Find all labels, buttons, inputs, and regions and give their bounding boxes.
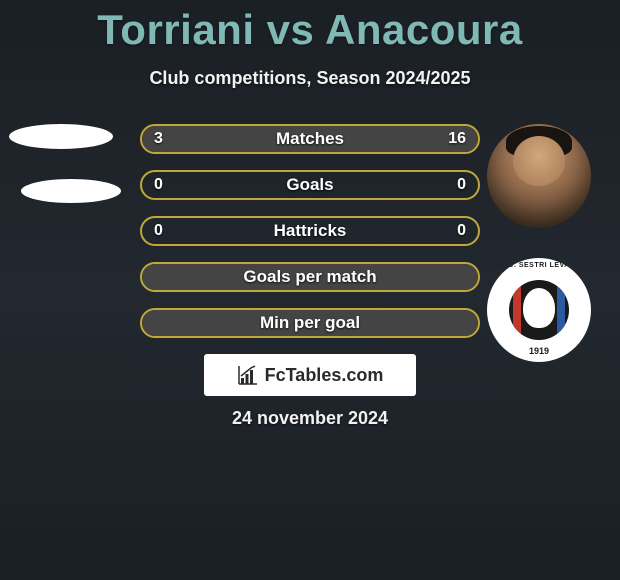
club-stripe-blue xyxy=(557,280,565,340)
comparison-card: Torriani vs Anacoura Club competitions, … xyxy=(0,0,620,89)
avatar-right-player xyxy=(487,124,591,228)
club-head-silhouette xyxy=(523,288,555,328)
club-center xyxy=(509,280,569,340)
bar-label: Matches xyxy=(142,129,478,149)
avatar-left-player xyxy=(9,124,113,149)
bar-label: Goals per match xyxy=(142,267,478,287)
bar-label: Min per goal xyxy=(142,313,478,333)
source-logo-box: FcTables.com xyxy=(204,354,416,396)
date-text: 24 november 2024 xyxy=(0,408,620,429)
avatar-right-club: U.S.D. SESTRI LEVANTE 1919 xyxy=(487,258,591,362)
subtitle: Club competitions, Season 2024/2025 xyxy=(0,68,620,89)
bar-hattricks: 0 Hattricks 0 xyxy=(140,216,480,246)
club-year: 1919 xyxy=(487,346,591,356)
avatar-face xyxy=(513,136,565,186)
bar-label: Goals xyxy=(142,175,478,195)
club-ring: U.S.D. SESTRI LEVANTE 1919 xyxy=(487,258,591,362)
chart-icon xyxy=(237,364,259,386)
avatar-left-club xyxy=(21,179,121,203)
bar-goals: 0 Goals 0 xyxy=(140,170,480,200)
bar-min-per-goal: Min per goal xyxy=(140,308,480,338)
bar-label: Hattricks xyxy=(142,221,478,241)
source-logo-text: FcTables.com xyxy=(265,365,384,386)
club-arc-text: U.S.D. SESTRI LEVANTE xyxy=(487,262,591,269)
bar-matches: 3 Matches 16 xyxy=(140,124,480,154)
club-stripe-red xyxy=(513,280,521,340)
bar-value-right: 0 xyxy=(457,222,466,240)
page-title: Torriani vs Anacoura xyxy=(0,0,620,54)
comparison-bars: 3 Matches 16 0 Goals 0 0 Hattricks 0 Goa… xyxy=(140,124,480,354)
bar-value-right: 0 xyxy=(457,176,466,194)
bar-goals-per-match: Goals per match xyxy=(140,262,480,292)
bar-value-right: 16 xyxy=(448,130,466,148)
